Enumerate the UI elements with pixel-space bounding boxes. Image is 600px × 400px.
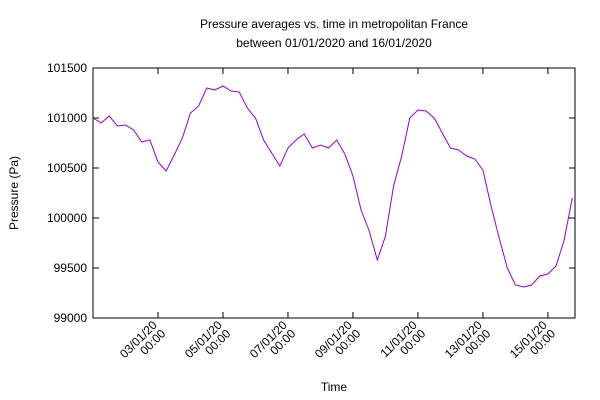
x-tick-label: 03/01/2000:00 [117, 318, 169, 370]
x-tick-label: 15/01/2000:00 [507, 318, 559, 370]
data-line [92, 85, 573, 288]
y-axis-label: Pressure (Pa) [7, 156, 21, 230]
y-tick-label: 101500 [47, 61, 87, 75]
x-axis-label: Time [321, 380, 348, 394]
x-tick-label: 11/01/2000:00 [378, 318, 429, 369]
y-tick-label: 100500 [47, 161, 87, 175]
x-tick-label: 07/01/2000:00 [247, 318, 299, 370]
chart-title: Pressure averages vs. time in metropolit… [200, 17, 468, 31]
y-tick-label: 100000 [47, 211, 87, 225]
plot-frame [92, 67, 576, 319]
y-tick-label: 101000 [47, 111, 87, 125]
y-tick-label: 99500 [54, 261, 88, 275]
x-tick-label: 05/01/2000:00 [182, 318, 234, 370]
chart-subtitle: between 01/01/2020 and 16/01/2020 [236, 36, 432, 50]
x-tick-label: 09/01/2000:00 [312, 318, 364, 370]
x-tick-label: 13/01/2000:00 [442, 318, 494, 370]
y-tick-label: 99000 [54, 311, 88, 325]
